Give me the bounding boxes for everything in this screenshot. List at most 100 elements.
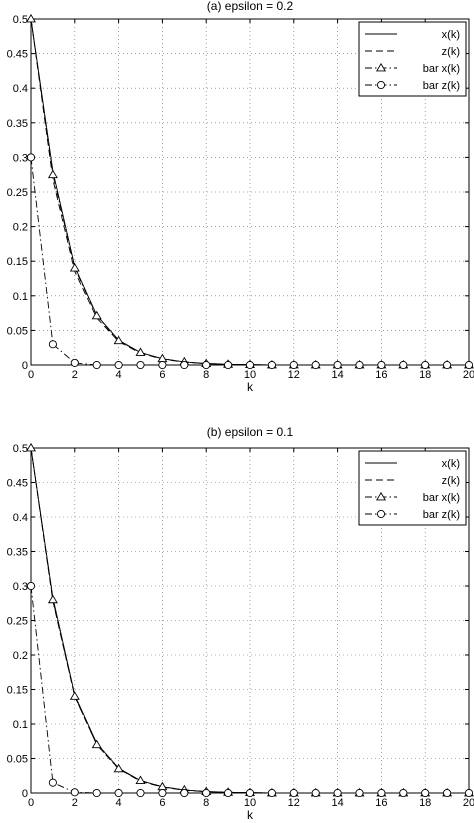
data-point-circle	[158, 788, 167, 798]
x-tick-label: 12	[288, 369, 300, 381]
data-point-circle	[26, 153, 36, 162]
data-point-circle	[48, 778, 57, 787]
x-tick-label: 10	[244, 797, 256, 809]
y-tick-label: 0.35	[7, 118, 28, 130]
data-point-circle	[136, 788, 145, 798]
legend-label: z(k)	[442, 46, 460, 58]
legend-label: bar x(k)	[423, 492, 460, 504]
x-tick-label: 6	[159, 797, 165, 809]
data-point-circle	[377, 360, 386, 370]
data-point-circle	[289, 360, 298, 370]
data-point-circle	[333, 788, 342, 798]
y-tick-label: 0.5	[13, 443, 28, 455]
y-tick-label: 0.3	[13, 581, 28, 593]
data-point-circle	[70, 358, 79, 367]
chart-panel-1: 0 2 4 6 8 10 12 14 16 18 20 0 0.05 0.1 0.15 0.2 0.25 0.3 0…	[7, 0, 474, 394]
y-tick-label: 0.2	[13, 650, 28, 662]
data-point-circle	[311, 360, 320, 370]
y-tick-label: 0.3	[13, 152, 28, 164]
y-tick-label: 0.45	[7, 49, 28, 61]
data-point-circle	[399, 788, 408, 798]
data-point-circle	[267, 788, 276, 798]
x-tick-label: 20	[463, 797, 474, 809]
y-tick-label: 0.05	[7, 325, 28, 337]
x-tick-label: 0	[28, 369, 34, 381]
x-tick-label: 4	[116, 797, 122, 809]
data-point-circle	[70, 788, 79, 797]
data-point-circle	[136, 360, 145, 370]
data-point-circle	[158, 360, 167, 370]
y-tick-label: 0.4	[13, 512, 28, 524]
x-tick-label: 14	[331, 369, 343, 381]
data-point-triangle	[135, 775, 146, 784]
legend-marker-triangle	[376, 62, 386, 72]
data-point-circle	[92, 360, 101, 370]
data-point-circle	[355, 360, 364, 370]
data-point-circle	[92, 788, 101, 798]
data-point-triangle	[113, 335, 124, 345]
data-point-circle	[464, 360, 474, 370]
y-tick-label: 0.2	[13, 222, 28, 234]
data-point-circle	[48, 340, 57, 349]
data-point-circle	[267, 360, 276, 370]
chart-title: (a) epsilon = 0.2	[207, 0, 294, 13]
legend-label: x(k)	[442, 458, 460, 470]
y-tick-label: 0.25	[7, 616, 28, 628]
legend-label: bar z(k)	[423, 509, 460, 521]
legend-label: bar x(k)	[423, 63, 460, 75]
y-tick-label: 0.5	[13, 14, 28, 26]
data-point-circle	[355, 788, 364, 798]
data-point-triangle	[91, 310, 102, 320]
data-point-triangle	[91, 739, 102, 749]
data-point-circle	[289, 788, 298, 798]
data-point-triangle	[135, 347, 146, 356]
data-point-triangle	[47, 594, 58, 604]
data-point-circle	[377, 788, 386, 798]
data-point-circle	[180, 788, 189, 798]
x-tick-label: 12	[288, 797, 300, 809]
data-point-circle	[464, 788, 474, 798]
y-tick-label: 0.45	[7, 478, 28, 490]
x-tick-label: 16	[375, 797, 387, 809]
y-tick-label: 0.1	[13, 291, 28, 303]
data-point-circle	[399, 360, 408, 370]
data-point-circle	[26, 581, 36, 591]
data-point-circle	[202, 788, 211, 798]
y-tick-label: 0.4	[13, 83, 28, 95]
data-point-circle	[443, 360, 452, 370]
chart-panel-2: 0 2 4 6 8 10 12 14 16 18 20 0 0.05 0.1 0.15 0.2 0.25 0.3 0…	[7, 425, 474, 822]
x-tick-label: 18	[419, 797, 431, 809]
y-tick-label: 0.15	[7, 256, 28, 268]
data-point-circle	[333, 360, 342, 370]
chart-title: (b) epsilon = 0.1	[207, 425, 294, 439]
data-point-circle	[224, 360, 233, 370]
x-tick-label: 14	[331, 797, 343, 809]
data-point-triangle	[47, 169, 58, 179]
data-point-triangle	[26, 442, 36, 452]
data-point-circle	[114, 360, 123, 370]
x-axis-label: k	[247, 808, 254, 822]
data-point-circle	[245, 360, 255, 370]
x-tick-label: 6	[159, 369, 165, 381]
data-point-circle	[180, 360, 189, 370]
data-point-circle	[114, 788, 123, 798]
legend-label: bar z(k)	[423, 80, 460, 92]
legend-marker-circle	[376, 509, 386, 519]
data-point-circle	[224, 788, 233, 798]
legend-label: z(k)	[442, 475, 460, 487]
data-point-triangle	[113, 763, 124, 773]
x-tick-label: 20	[463, 369, 474, 381]
y-tick-label: 0.25	[7, 187, 28, 199]
data-point-circle	[245, 788, 255, 798]
y-tick-label: 0	[22, 788, 28, 800]
legend-label: x(k)	[442, 29, 460, 41]
data-point-circle	[202, 360, 211, 370]
x-tick-label: 2	[72, 797, 78, 809]
legend-marker-triangle	[376, 491, 386, 501]
y-tick-label: 0.35	[7, 547, 28, 559]
x-tick-label: 10	[244, 369, 256, 381]
x-tick-label: 8	[203, 369, 209, 381]
data-point-circle	[421, 360, 430, 370]
y-tick-label: 0	[22, 360, 28, 372]
